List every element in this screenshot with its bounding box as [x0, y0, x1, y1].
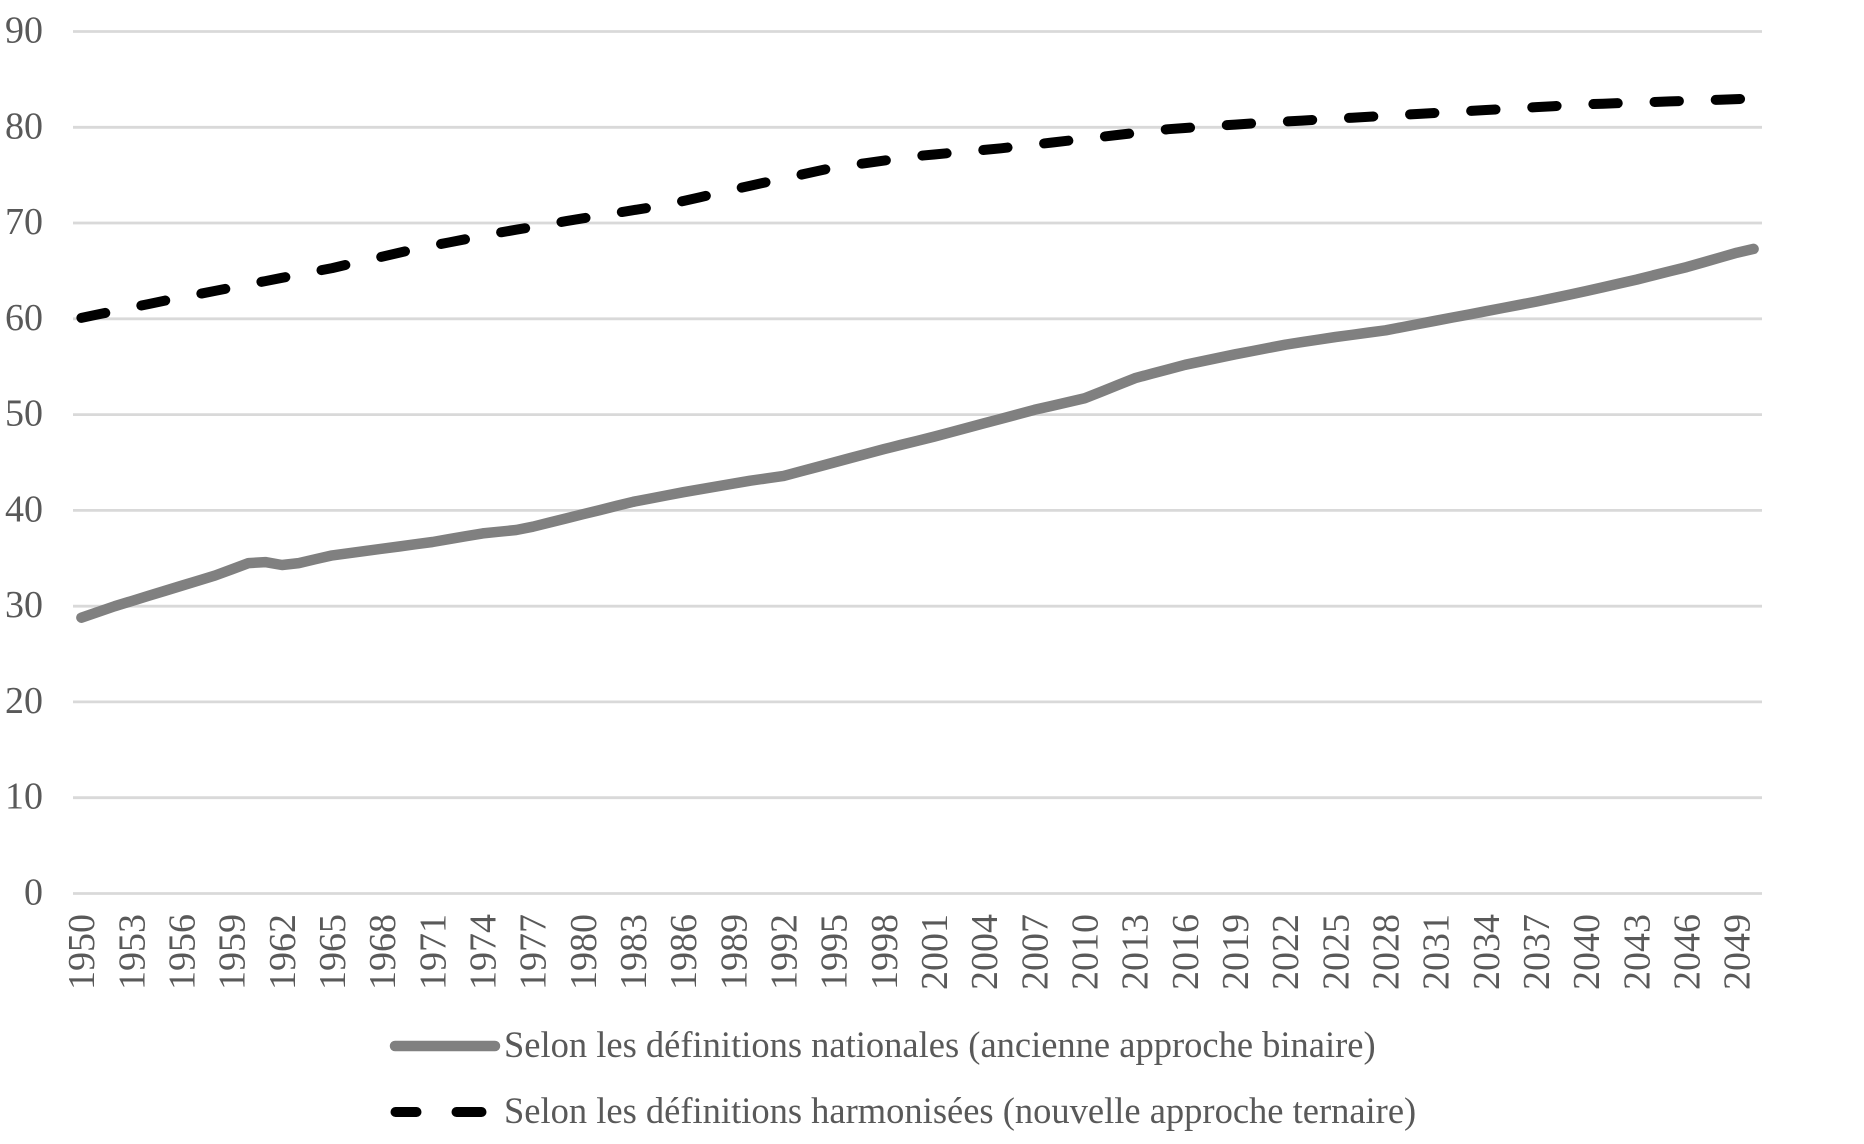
svg-text:1983: 1983 [613, 914, 655, 990]
svg-text:Selon les définitions harmonis: Selon les définitions harmonisées (nouve… [504, 1090, 1416, 1131]
svg-text:1956: 1956 [162, 914, 204, 990]
svg-text:1959: 1959 [212, 914, 254, 990]
svg-text:90: 90 [5, 10, 43, 52]
svg-text:2019: 2019 [1215, 914, 1257, 990]
svg-text:40: 40 [5, 488, 43, 530]
svg-text:2043: 2043 [1616, 914, 1658, 990]
svg-text:2034: 2034 [1466, 914, 1508, 990]
svg-text:10: 10 [5, 776, 43, 818]
svg-text:Selon les définitions national: Selon les définitions nationales (ancien… [504, 1024, 1376, 1065]
svg-text:70: 70 [5, 201, 43, 243]
svg-text:50: 50 [5, 393, 43, 435]
svg-text:1977: 1977 [513, 914, 555, 990]
svg-text:2007: 2007 [1014, 914, 1056, 990]
svg-text:2010: 2010 [1065, 914, 1107, 990]
svg-text:1950: 1950 [61, 914, 103, 990]
svg-text:2031: 2031 [1416, 914, 1458, 990]
svg-text:1989: 1989 [713, 914, 755, 990]
svg-text:1953: 1953 [111, 914, 153, 990]
svg-text:1998: 1998 [864, 914, 906, 990]
svg-text:2028: 2028 [1366, 914, 1408, 990]
svg-text:2040: 2040 [1566, 914, 1608, 990]
svg-text:30: 30 [5, 584, 43, 626]
svg-text:1992: 1992 [764, 914, 806, 990]
svg-text:1971: 1971 [412, 914, 454, 990]
svg-text:2001: 2001 [914, 914, 956, 990]
svg-text:1980: 1980 [563, 914, 605, 990]
svg-text:2022: 2022 [1265, 914, 1307, 990]
svg-text:2046: 2046 [1667, 914, 1709, 990]
svg-text:2013: 2013 [1115, 914, 1157, 990]
svg-text:1965: 1965 [312, 914, 354, 990]
svg-text:1962: 1962 [262, 914, 304, 990]
svg-text:0: 0 [24, 872, 43, 914]
svg-text:2016: 2016 [1165, 914, 1207, 990]
svg-text:1986: 1986 [663, 914, 705, 990]
svg-text:2049: 2049 [1717, 914, 1759, 990]
svg-text:1968: 1968 [362, 914, 404, 990]
svg-text:80: 80 [5, 105, 43, 147]
svg-text:20: 20 [5, 680, 43, 722]
svg-text:1995: 1995 [814, 914, 856, 990]
svg-text:2004: 2004 [964, 914, 1006, 990]
svg-text:60: 60 [5, 297, 43, 339]
svg-text:2025: 2025 [1315, 914, 1357, 990]
svg-text:2037: 2037 [1516, 914, 1558, 990]
svg-text:1974: 1974 [463, 914, 505, 990]
